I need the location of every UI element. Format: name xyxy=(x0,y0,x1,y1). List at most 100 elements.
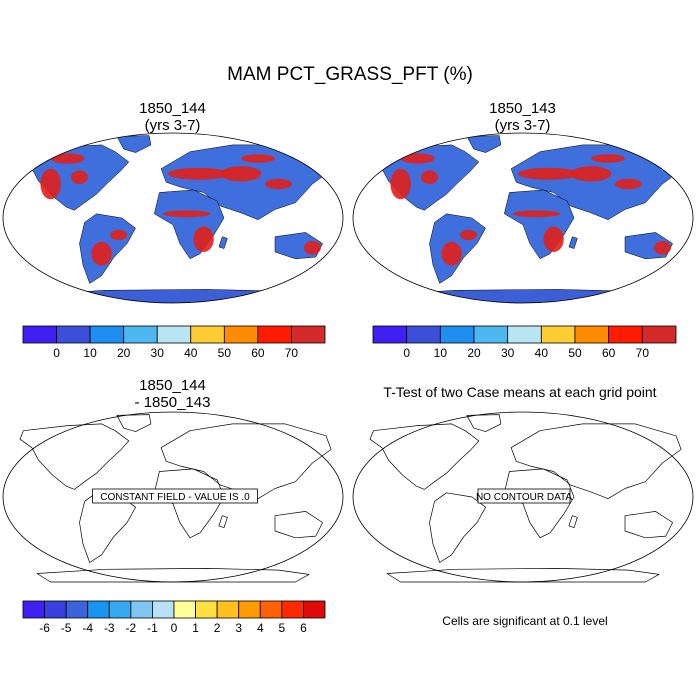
panel-title-bottom-left-line1: 1850_144 xyxy=(139,377,206,394)
colorbar-difference-bin-11 xyxy=(238,600,261,619)
colorbar-difference-bin-1 xyxy=(22,600,45,619)
colorbar-difference-tick-label: 1 xyxy=(192,621,199,635)
bottom-left-map-border xyxy=(2,411,344,583)
bottom-left-landmass-greenland xyxy=(116,414,152,432)
colorbar-top-right-tick-label: 20 xyxy=(467,346,481,360)
bottom-right-landmass-australia xyxy=(624,511,673,539)
no-contour-label: NO CONTOUR DATA xyxy=(476,492,572,503)
bottom-right-landmass-antarctica xyxy=(386,568,660,583)
colorbar-difference-tick-label: 0 xyxy=(171,621,178,635)
top-left-high-grass-region-africa-2 xyxy=(193,226,214,252)
top-left-landmass-africa xyxy=(154,189,225,260)
colorbar-top-left-tick-label: 70 xyxy=(285,346,299,360)
panel-title-top-right-line2: (yrs 3-7) xyxy=(494,117,551,134)
constant-field-label: CONSTANT FIELD - VALUE IS .0 xyxy=(100,492,250,503)
colorbar-top-right-tick-label: 70 xyxy=(636,346,650,360)
top-left-high-grass-region-eurasia-1 xyxy=(167,167,230,180)
top-left-landmass-madagascar xyxy=(218,236,228,249)
top-left-high-grass-region-australia-1 xyxy=(303,240,321,255)
colorbar-top-right-tick-label: 40 xyxy=(535,346,549,360)
top-left-landmass-greenland xyxy=(116,135,152,153)
top-right-high-grass-region-north-america-2 xyxy=(421,170,438,184)
colorbar-top-left-tick-label: 0 xyxy=(53,346,60,360)
top-left-high-grass-region-eurasia-4 xyxy=(241,154,275,163)
colorbar-top-left-tick-label: 10 xyxy=(83,346,97,360)
top-left-high-grass-region-south-america-2 xyxy=(110,229,128,241)
colorbar-top-right-bin-5 xyxy=(507,325,542,344)
top-left-high-grass-region-south-america-1 xyxy=(91,241,112,266)
top-left-landmass-antarctica xyxy=(36,289,310,303)
bottom-left-landmass-madagascar xyxy=(218,515,228,528)
top-left-high-grass-region-north-america-1 xyxy=(40,168,61,200)
top-right-landmass-madagascar xyxy=(568,236,578,249)
no-contour-label-box xyxy=(477,488,571,504)
colorbar-top-left-tick-label: 20 xyxy=(117,346,131,360)
bottom-left-landmass-antarctica xyxy=(36,568,310,583)
bottom-right-landmass-north-america xyxy=(369,423,480,490)
colorbar-top-left-tick-label: 40 xyxy=(184,346,198,360)
colorbar-top-right-bin-7 xyxy=(574,325,610,344)
top-left-high-grass-region-north-america-2 xyxy=(71,170,88,184)
colorbar-difference-bin-14 xyxy=(303,600,326,619)
colorbar-top-right-bin-8 xyxy=(608,325,643,344)
top-right-landmass-greenland xyxy=(466,135,502,153)
top-right-high-grass-region-north-america-3 xyxy=(400,153,435,164)
colorbar-difference-bin-13 xyxy=(281,600,304,619)
top-right-high-grass-region-africa-1 xyxy=(512,210,561,218)
panel-title-top-left-line1: 1850_144 xyxy=(139,100,206,117)
top-right-map-content xyxy=(369,135,682,303)
colorbar-difference-tick-label: 6 xyxy=(300,621,307,635)
panel-title-top-left-line2: (yrs 3-7) xyxy=(144,117,201,134)
colorbar-difference-bin-6 xyxy=(130,600,153,619)
top-right-high-grass-region-north-america-1 xyxy=(390,168,411,200)
top-left-high-grass-region-eurasia-3 xyxy=(264,178,292,190)
figure-title: MAM PCT_GRASS_PFT (%) xyxy=(227,64,473,85)
colorbar-top-left-bin-7 xyxy=(223,325,259,344)
top-left-high-grass-region-north-america-3 xyxy=(50,153,85,164)
colorbar-difference-tick-label: -2 xyxy=(126,621,137,635)
panel-title-top-left: 1850_144 (yrs 3-7) xyxy=(50,100,295,134)
colorbar-top-left-tick-label: 60 xyxy=(251,346,265,360)
colorbar-difference-tick-label: -1 xyxy=(147,621,158,635)
colorbar-top-left-bin-3 xyxy=(89,325,125,344)
panel-title-bottom-left-line2: - 1850_143 xyxy=(134,394,211,411)
colorbar-top-left-bin-6 xyxy=(190,325,225,344)
colorbar-top-right-bin-9 xyxy=(641,325,677,344)
colorbar-difference-bin-3 xyxy=(65,600,89,619)
top-right-high-grass-region-eurasia-2 xyxy=(570,166,612,182)
top-right-map-border xyxy=(352,132,694,304)
bottom-left-landmass-south-america xyxy=(79,492,136,563)
top-right-high-grass-region-eurasia-4 xyxy=(591,154,625,163)
bottom-left-landmass-north-america xyxy=(19,423,130,490)
top-left-high-grass-region-eurasia-2 xyxy=(220,166,262,182)
colorbar-top-right: 0 10 20 30 40 50 60 70 xyxy=(372,325,677,360)
top-right-high-grass-region-south-america-2 xyxy=(460,229,478,241)
top-right-high-grass-region-africa-2 xyxy=(543,226,564,252)
colorbar-difference-tick-label: 2 xyxy=(214,621,221,635)
colorbar-top-left-bin-4 xyxy=(123,325,158,344)
colorbar-difference-bin-9 xyxy=(195,600,218,619)
panel-title-bottom-right: T-Test of two Case means at each grid po… xyxy=(383,384,657,400)
colorbar-top-right-tick-label: 10 xyxy=(434,346,448,360)
colorbar-top-left-bin-5 xyxy=(156,325,192,344)
bottom-right-landmass-madagascar xyxy=(568,515,578,528)
colorbar-difference-bin-2 xyxy=(44,600,67,619)
constant-field-label-box xyxy=(92,488,258,504)
colorbar-top-right-tick-label: 60 xyxy=(602,346,616,360)
bottom-right-landmass-eurasia xyxy=(510,423,682,500)
colorbar-top-left-bin-2 xyxy=(56,325,91,344)
panel-title-bottom-left: 1850_144 - 1850_143 xyxy=(50,377,295,411)
colorbar-difference-bin-5 xyxy=(108,600,132,619)
top-left-high-grass-region-africa-1 xyxy=(162,210,211,218)
colorbar-top-right-bin-2 xyxy=(406,325,441,344)
colorbar-top-left-bin-8 xyxy=(257,325,292,344)
top-right-high-grass-region-australia-1 xyxy=(653,240,671,255)
colorbar-top-right-bin-1 xyxy=(372,325,408,344)
colorbar-difference-bin-7 xyxy=(152,600,175,619)
significance-note: Cells are significant at 0.1 level xyxy=(442,614,608,628)
bottom-right-landmass-south-america xyxy=(429,492,486,563)
bottom-right-landmass-greenland xyxy=(466,414,502,432)
colorbar-difference-tick-label: -3 xyxy=(104,621,115,635)
top-right-high-grass-region-eurasia-3 xyxy=(614,178,643,190)
